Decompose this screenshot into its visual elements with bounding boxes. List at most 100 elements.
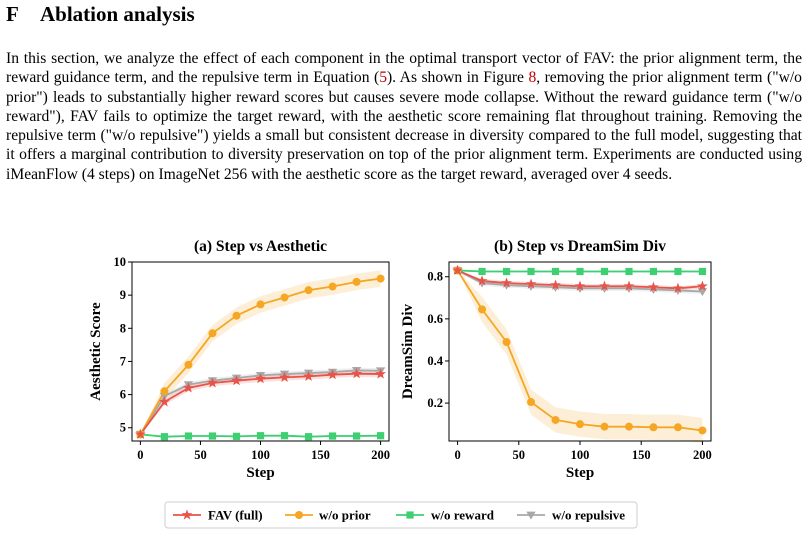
y-tick-label: 9 xyxy=(120,288,126,302)
point-w-o-reward xyxy=(280,432,289,440)
point-w-o-prior xyxy=(160,387,169,396)
x-axis-label: Step xyxy=(566,465,594,481)
y-tick-label: 0.6 xyxy=(427,312,443,326)
figure-legend: FAV (full) w/o prior w/o reward w/o repulsi… xyxy=(164,501,638,529)
point-fav-full xyxy=(623,280,635,291)
y-tick-label: 5 xyxy=(120,421,126,435)
point-fav-full xyxy=(697,280,708,291)
legend-marker-w-o-reward xyxy=(406,511,414,519)
x-tick-label: 150 xyxy=(311,448,330,462)
point-w-o-reward xyxy=(256,432,265,440)
point-fav-full xyxy=(525,278,537,289)
point-w-o-reward xyxy=(184,432,193,440)
y-tick-label: 6 xyxy=(120,388,126,402)
point-fav-full xyxy=(452,264,463,276)
paragraph-text-3: , removing the prior alignment term ("w/… xyxy=(6,69,802,183)
point-w-o-reward xyxy=(232,432,241,440)
y-axis-label: DreamSim Div xyxy=(400,303,416,399)
point-fav-full xyxy=(574,280,586,291)
point-w-o-prior xyxy=(208,329,217,338)
point-fav-full xyxy=(550,279,561,290)
point-w-o-repulsive xyxy=(599,284,610,293)
point-w-o-reward xyxy=(478,267,486,276)
chart-dreamsim-div: (b) Step vs DreamSim Div 0 50 100 150 200 0.2 0… xyxy=(400,238,712,481)
y-tick-label: 8 xyxy=(120,321,126,335)
x-tick-label: 150 xyxy=(632,448,651,462)
y-axis-label: Aesthetic Score xyxy=(88,302,104,401)
point-w-o-reward xyxy=(352,432,361,440)
section-number: F xyxy=(6,2,19,26)
point-fav-full xyxy=(599,280,610,291)
point-w-o-reward xyxy=(674,267,682,276)
section-title: Ablation analysis xyxy=(40,2,195,26)
point-w-o-prior xyxy=(256,300,265,309)
point-w-o-prior xyxy=(502,338,511,347)
point-w-o-reward xyxy=(576,267,584,276)
x-tick-label: 100 xyxy=(571,448,590,462)
y-tick-label: 0.4 xyxy=(427,354,443,368)
x-tick-label: 50 xyxy=(513,448,526,462)
point-w-o-prior xyxy=(624,422,633,431)
point-w-o-prior xyxy=(527,398,536,407)
x-tick-label: 200 xyxy=(371,448,390,462)
point-fav-full xyxy=(207,377,218,388)
legend-label-fav-full: FAV (full) xyxy=(208,508,263,523)
point-w-o-repulsive xyxy=(550,283,561,292)
y-tick-label: 10 xyxy=(114,255,127,269)
point-w-o-prior xyxy=(649,423,658,432)
point-w-o-reward xyxy=(698,267,707,276)
point-w-o-reward xyxy=(649,267,658,276)
point-w-o-prior xyxy=(352,277,361,286)
point-w-o-repulsive xyxy=(477,279,487,288)
point-w-o-prior xyxy=(376,274,385,283)
point-w-o-repulsive xyxy=(575,284,585,293)
body-paragraph: In this section, we analyze the effect o… xyxy=(6,49,802,184)
chart-title: (a) Step vs Aesthetic xyxy=(194,238,327,255)
point-fav-full xyxy=(303,370,314,381)
point-w-o-prior xyxy=(478,305,487,314)
point-w-o-prior xyxy=(600,422,609,431)
point-fav-full xyxy=(501,277,512,288)
point-w-o-reward xyxy=(208,432,217,440)
point-fav-full xyxy=(375,368,386,379)
point-fav-full xyxy=(231,375,242,386)
point-w-o-repulsive xyxy=(673,287,683,296)
y-tick-label: 0.8 xyxy=(427,270,443,284)
point-w-o-prior xyxy=(673,423,682,432)
point-fav-full xyxy=(672,282,684,293)
point-fav-full xyxy=(648,281,659,292)
point-w-o-prior xyxy=(328,282,337,291)
chart-aesthetic: (a) Step vs Aesthetic 0 50 100 150 200 5 6 7 8 9 10… xyxy=(88,238,390,481)
point-w-o-reward xyxy=(160,433,169,441)
line-w-o-prior xyxy=(456,269,703,432)
x-tick-label: 0 xyxy=(137,448,143,462)
x-tick-label: 100 xyxy=(251,448,270,462)
point-fav-full xyxy=(327,369,338,380)
x-tick-label: 200 xyxy=(693,448,712,462)
equation-ref-link[interactable]: 5 xyxy=(379,69,387,87)
band-w-o-prior xyxy=(140,270,381,435)
point-w-o-reward xyxy=(551,267,560,276)
point-fav-full xyxy=(476,275,488,286)
point-w-o-prior xyxy=(280,293,289,302)
point-w-o-reward xyxy=(527,267,535,276)
legend-marker-fav-full xyxy=(181,509,193,520)
chart-title: (b) Step vs DreamSim Div xyxy=(494,238,666,255)
point-w-o-reward xyxy=(376,432,385,440)
band-w-o-repulsive xyxy=(140,367,381,435)
legend-marker-w-o-repulsive xyxy=(526,511,536,520)
y-tick-label: 7 xyxy=(120,354,126,368)
point-fav-full xyxy=(159,396,170,407)
figure-ref-link[interactable]: 8 xyxy=(528,69,537,87)
point-w-o-reward xyxy=(600,267,609,276)
point-fav-full xyxy=(255,373,266,384)
y-tick-label: 0.2 xyxy=(427,396,443,410)
point-w-o-prior xyxy=(184,360,193,369)
section-heading: F Ablation analysis xyxy=(6,2,195,27)
point-w-o-repulsive xyxy=(624,284,634,293)
point-w-o-prior xyxy=(304,286,313,295)
x-axis-label: Step xyxy=(246,465,274,481)
point-w-o-prior xyxy=(698,426,707,435)
point-w-o-repulsive xyxy=(648,286,659,294)
paragraph-text-2: ). As shown in Figure xyxy=(386,69,529,87)
